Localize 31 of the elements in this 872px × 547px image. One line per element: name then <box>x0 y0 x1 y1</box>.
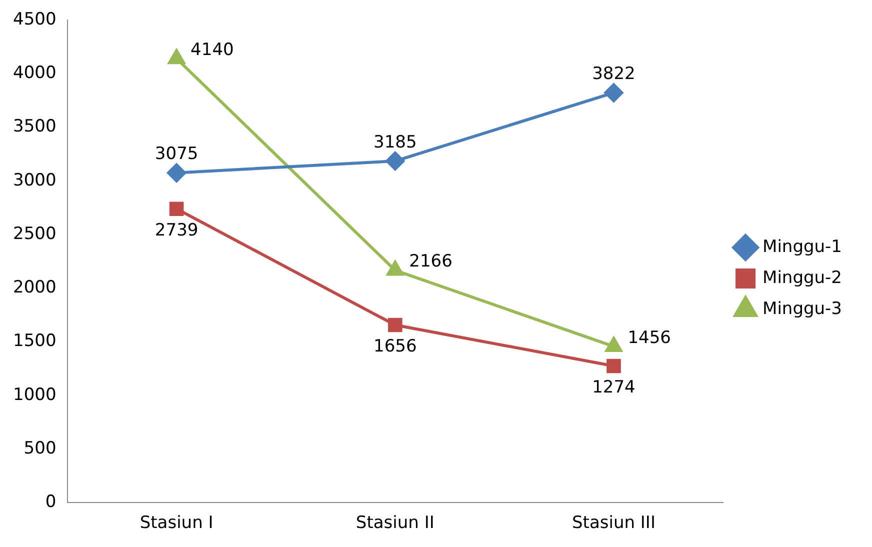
y-tick-label: 3500 <box>13 116 56 137</box>
point <box>388 318 402 332</box>
legend-label: Minggu-1 <box>762 236 842 257</box>
x-tick-label: Stasiun III <box>572 513 656 534</box>
x-tick-label: Stasiun II <box>356 513 434 534</box>
data-label: 2166 <box>409 252 452 272</box>
point <box>606 358 621 374</box>
data-label: 1274 <box>592 377 636 398</box>
data-label: 3075 <box>154 144 198 164</box>
y-tick-label: 2500 <box>13 224 56 244</box>
y-tick-label: 1000 <box>13 384 56 405</box>
data-label: 1656 <box>374 336 417 356</box>
y-tick-label: 2000 <box>13 278 56 298</box>
y-tick-label: 500 <box>24 438 56 458</box>
point <box>167 163 186 182</box>
data-label: 1456 <box>628 328 671 348</box>
y-tick-label: 4500 <box>13 9 56 30</box>
data-label: 3185 <box>374 132 417 152</box>
y-tick-label: 4000 <box>13 63 56 84</box>
legend-label: Minggu-2 <box>762 268 842 288</box>
data-label: 4140 <box>190 40 234 60</box>
data-label: 2739 <box>154 220 198 240</box>
legend-label: Minggu-3 <box>762 298 842 319</box>
y-tick-label: 1500 <box>13 331 56 352</box>
x-tick-label: Stasiun I <box>140 513 214 534</box>
point <box>386 152 405 171</box>
point <box>604 83 624 102</box>
point <box>169 202 184 216</box>
y-tick-label: 3000 <box>13 170 56 190</box>
data-label: 3822 <box>592 64 636 84</box>
y-tick-label: 0 <box>45 492 56 512</box>
